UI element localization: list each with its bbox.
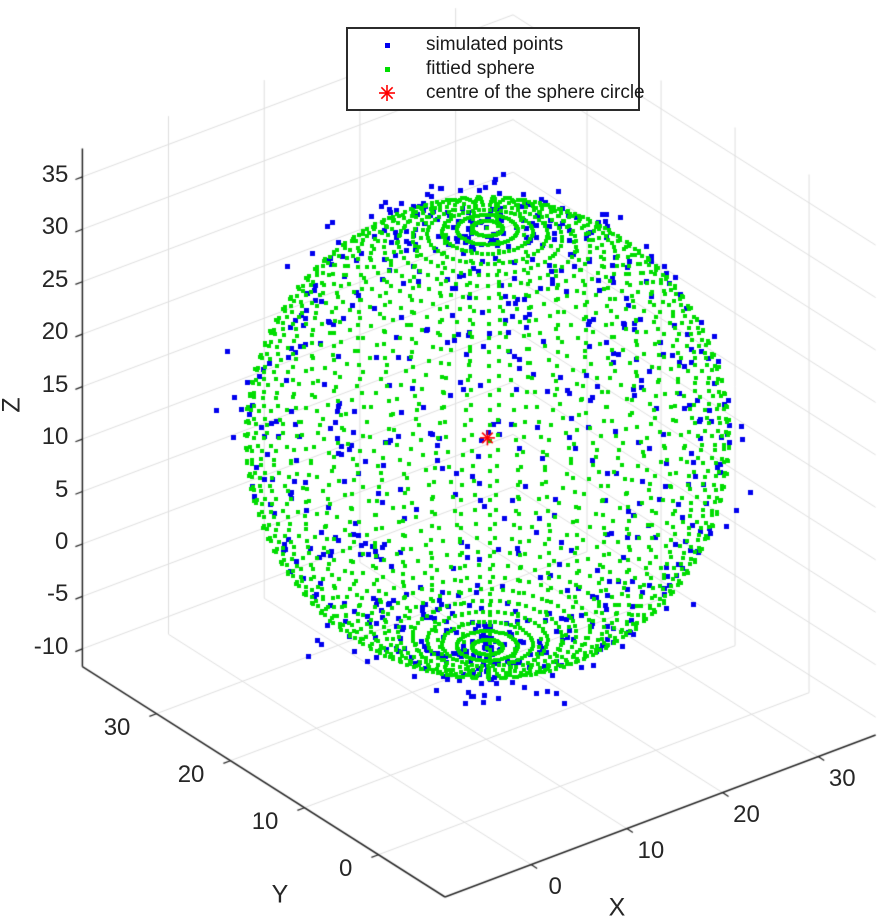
z-tick-label: 0 (55, 527, 69, 555)
z-tick-label: 15 (41, 370, 69, 398)
legend: simulated points fittied sphere centre of … (346, 27, 645, 111)
legend-item-label: centre of the sphere circle (426, 82, 645, 103)
z-tick-label: 5 (55, 475, 69, 503)
legend-item: fittied sphere (348, 57, 638, 81)
z-tick-label: 10 (41, 423, 69, 451)
square-marker-icon (348, 66, 426, 72)
y-axis-label: Y (271, 880, 289, 909)
x-tick-label: 30 (828, 764, 856, 792)
z-tick-label: -5 (47, 580, 69, 608)
y-tick-label: 0 (339, 854, 353, 882)
y-tick-label: 10 (251, 807, 279, 835)
x-tick-label: 20 (733, 800, 760, 828)
z-tick-label: 25 (41, 265, 69, 293)
z-tick-label: 35 (41, 160, 69, 188)
legend-item: centre of the sphere circle (348, 81, 645, 105)
asterisk-marker-icon (348, 84, 426, 102)
square-marker-icon (348, 42, 426, 48)
z-axis-label: Z (0, 397, 26, 413)
z-tick-label: 30 (41, 213, 69, 241)
legend-item: simulated points (348, 33, 638, 57)
y-tick-label: 20 (177, 760, 205, 788)
z-tick-label: 20 (41, 318, 69, 346)
z-tick-label: -10 (33, 632, 69, 660)
x-tick-label: 0 (548, 872, 562, 900)
y-tick-label: 30 (103, 713, 131, 741)
legend-item-label: fittied sphere (426, 58, 535, 79)
x-tick-label: 10 (637, 836, 665, 864)
legend-item-label: simulated points (426, 34, 564, 55)
x-axis-label: X (608, 893, 626, 920)
